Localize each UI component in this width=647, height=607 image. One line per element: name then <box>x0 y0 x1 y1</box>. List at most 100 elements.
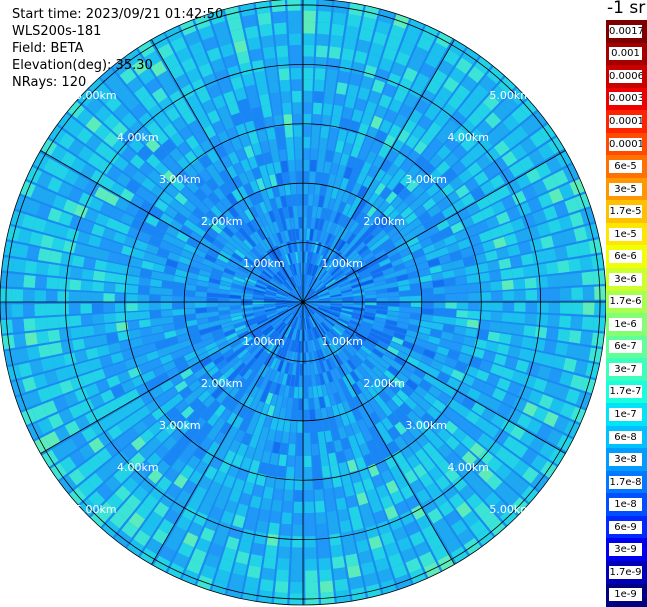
data-cell <box>265 288 278 294</box>
data-cell <box>225 264 238 273</box>
data-cell <box>339 350 350 362</box>
data-cell <box>331 23 345 37</box>
data-cell <box>485 216 500 229</box>
data-cell <box>370 115 383 130</box>
data-cell <box>496 403 512 418</box>
data-cell <box>507 381 522 396</box>
data-cell <box>287 278 295 289</box>
data-cell <box>319 270 328 281</box>
data-cell <box>304 286 308 298</box>
data-cell <box>166 367 180 379</box>
data-cell <box>227 17 243 32</box>
data-cell <box>289 327 295 340</box>
data-cell <box>529 130 547 148</box>
data-cell <box>468 128 485 144</box>
data-cell <box>307 297 319 301</box>
data-cell <box>119 340 133 351</box>
data-cell <box>375 378 388 391</box>
data-cell <box>247 156 258 170</box>
data-cell <box>313 280 322 290</box>
data-cell <box>200 422 213 436</box>
data-cell <box>284 280 293 290</box>
data-cell <box>304 286 308 298</box>
data-cell <box>501 312 514 323</box>
data-cell <box>554 342 569 356</box>
data-cell <box>229 256 241 266</box>
range-label: 2.00km <box>201 215 243 228</box>
data-cell <box>432 378 447 391</box>
data-cell <box>421 314 434 322</box>
data-cell <box>511 267 525 279</box>
data-cell <box>343 230 353 243</box>
data-cell <box>500 367 515 381</box>
data-cell <box>261 366 270 378</box>
data-cell <box>120 212 135 226</box>
data-cell <box>460 75 478 92</box>
data-cell <box>534 263 548 276</box>
data-cell <box>211 387 224 400</box>
data-cell <box>273 209 281 222</box>
data-cell <box>408 218 422 230</box>
data-cell <box>344 95 357 109</box>
data-cell <box>385 319 398 327</box>
data-cell <box>96 483 114 500</box>
data-cell <box>187 495 202 511</box>
data-cell <box>482 93 500 111</box>
colorbar-tick-label: 0.0006 <box>609 69 642 83</box>
data-cell <box>272 221 280 234</box>
data-cell <box>362 188 374 202</box>
data-cell <box>304 501 315 514</box>
data-cell <box>543 340 557 354</box>
data-cell <box>95 465 112 482</box>
azimuth-spoke <box>151 39 304 303</box>
data-cell <box>166 407 181 421</box>
data-cell <box>312 265 319 277</box>
data-cell <box>287 303 299 307</box>
data-cell <box>316 362 322 374</box>
data-cell <box>483 164 499 180</box>
data-cell <box>375 421 387 435</box>
data-cell <box>412 46 429 62</box>
data-cell <box>189 260 202 269</box>
data-cell <box>376 293 388 298</box>
data-cell <box>231 374 243 386</box>
data-cell <box>11 273 25 288</box>
data-cell <box>395 219 409 231</box>
data-cell <box>396 322 409 330</box>
data-cell <box>363 233 375 245</box>
data-cell <box>334 415 344 429</box>
data-cell <box>521 185 538 201</box>
data-cell <box>404 212 418 225</box>
data-cell <box>391 62 406 77</box>
data-cell <box>266 312 278 318</box>
data-cell <box>319 580 334 593</box>
data-cell <box>280 255 287 268</box>
data-cell <box>376 305 388 311</box>
data-cell <box>391 214 405 227</box>
data-cell <box>325 80 337 94</box>
data-cell <box>294 375 300 387</box>
data-cell <box>134 86 151 103</box>
data-cell <box>415 488 431 504</box>
data-cell <box>230 76 244 91</box>
data-cell <box>419 472 434 488</box>
data-cell <box>295 455 303 468</box>
data-cell <box>455 501 472 518</box>
data-cell <box>288 304 299 310</box>
data-cell <box>378 94 392 109</box>
data-cell <box>298 306 302 318</box>
data-cell <box>495 446 511 463</box>
data-cell <box>313 194 320 207</box>
data-cell <box>347 343 358 354</box>
data-cell <box>429 420 443 435</box>
data-cell <box>323 196 331 209</box>
data-cell <box>338 281 351 288</box>
data-cell <box>212 355 225 366</box>
data-cell <box>220 155 233 169</box>
data-cell <box>275 196 283 209</box>
data-cell <box>510 335 523 347</box>
data-cell <box>230 312 243 318</box>
data-cell <box>330 300 343 302</box>
data-cell <box>290 420 297 433</box>
data-cell <box>315 284 326 293</box>
